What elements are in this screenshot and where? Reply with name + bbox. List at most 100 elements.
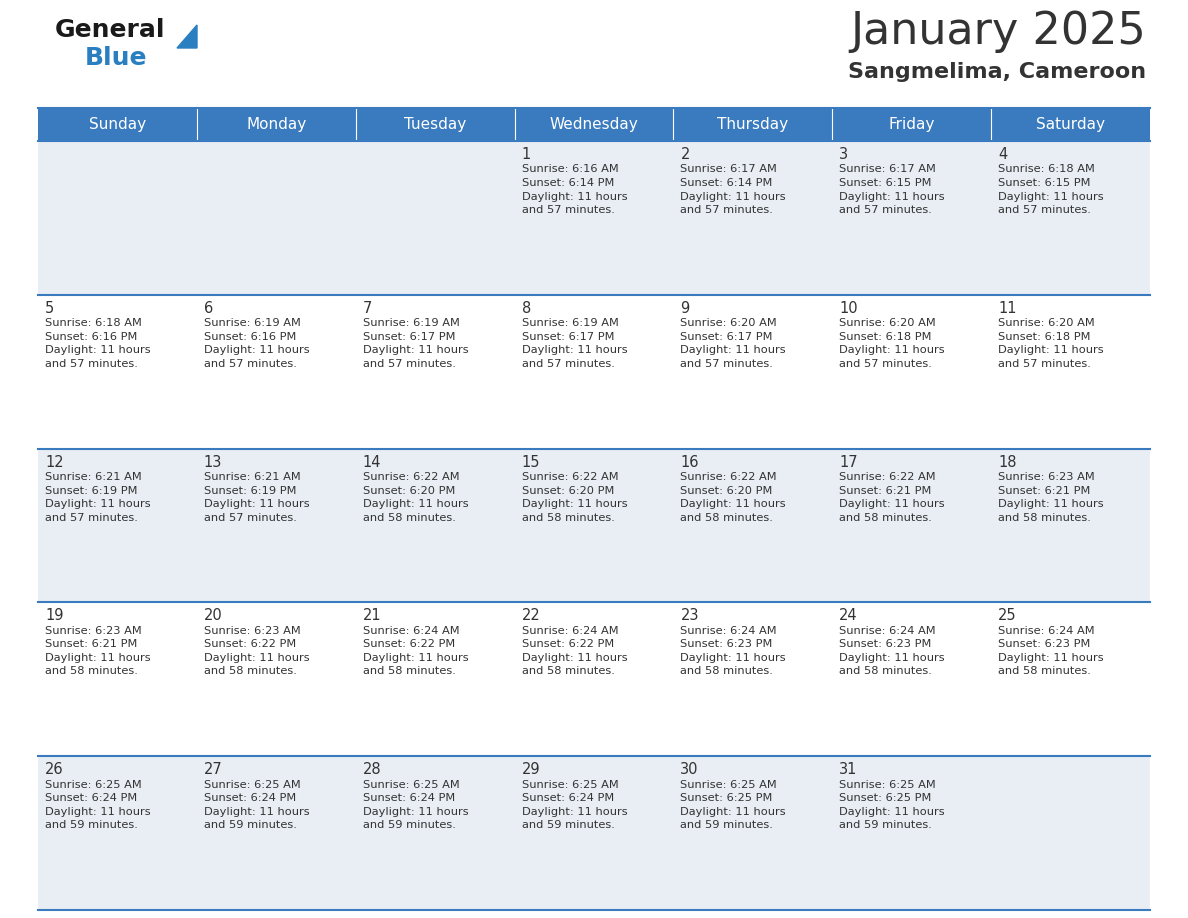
- Text: 27: 27: [204, 762, 222, 778]
- Text: Daylight: 11 hours: Daylight: 11 hours: [839, 807, 944, 817]
- Text: Sunset: 6:15 PM: Sunset: 6:15 PM: [839, 178, 931, 188]
- Text: Daylight: 11 hours: Daylight: 11 hours: [204, 345, 310, 355]
- Text: Sunrise: 6:23 AM: Sunrise: 6:23 AM: [45, 626, 141, 636]
- Text: 19: 19: [45, 609, 63, 623]
- Text: Sunset: 6:21 PM: Sunset: 6:21 PM: [45, 640, 138, 649]
- Text: 20: 20: [204, 609, 222, 623]
- Text: Sunrise: 6:23 AM: Sunrise: 6:23 AM: [998, 472, 1095, 482]
- Text: 31: 31: [839, 762, 858, 778]
- Text: and 57 minutes.: and 57 minutes.: [998, 205, 1091, 215]
- Text: and 58 minutes.: and 58 minutes.: [998, 512, 1091, 522]
- Text: Daylight: 11 hours: Daylight: 11 hours: [522, 499, 627, 509]
- Text: Sunrise: 6:25 AM: Sunrise: 6:25 AM: [204, 779, 301, 789]
- Text: Sunrise: 6:25 AM: Sunrise: 6:25 AM: [839, 779, 936, 789]
- Text: Sunset: 6:21 PM: Sunset: 6:21 PM: [998, 486, 1091, 496]
- Text: 18: 18: [998, 454, 1017, 470]
- Text: Sunset: 6:24 PM: Sunset: 6:24 PM: [522, 793, 614, 803]
- Text: and 57 minutes.: and 57 minutes.: [522, 359, 614, 369]
- Text: 29: 29: [522, 762, 541, 778]
- Text: 13: 13: [204, 454, 222, 470]
- Text: Daylight: 11 hours: Daylight: 11 hours: [362, 345, 468, 355]
- Text: Sunset: 6:19 PM: Sunset: 6:19 PM: [204, 486, 296, 496]
- Text: Sangmelima, Cameroon: Sangmelima, Cameroon: [848, 62, 1146, 82]
- Text: Sunrise: 6:20 AM: Sunrise: 6:20 AM: [681, 319, 777, 329]
- Text: and 58 minutes.: and 58 minutes.: [522, 666, 614, 677]
- Text: Sunrise: 6:25 AM: Sunrise: 6:25 AM: [362, 779, 460, 789]
- Text: Sunset: 6:22 PM: Sunset: 6:22 PM: [522, 640, 614, 649]
- Text: Sunset: 6:14 PM: Sunset: 6:14 PM: [522, 178, 614, 188]
- Text: 9: 9: [681, 301, 690, 316]
- Text: Sunset: 6:20 PM: Sunset: 6:20 PM: [522, 486, 614, 496]
- Text: Sunrise: 6:25 AM: Sunrise: 6:25 AM: [522, 779, 618, 789]
- Text: 10: 10: [839, 301, 858, 316]
- Text: and 59 minutes.: and 59 minutes.: [362, 820, 455, 830]
- Bar: [38, 602, 1150, 756]
- Text: and 57 minutes.: and 57 minutes.: [998, 359, 1091, 369]
- Text: Daylight: 11 hours: Daylight: 11 hours: [522, 345, 627, 355]
- Text: and 59 minutes.: and 59 minutes.: [45, 820, 138, 830]
- Text: Sunrise: 6:24 AM: Sunrise: 6:24 AM: [998, 626, 1095, 636]
- Text: 16: 16: [681, 454, 699, 470]
- Text: Sunrise: 6:22 AM: Sunrise: 6:22 AM: [522, 472, 618, 482]
- Text: Sunrise: 6:22 AM: Sunrise: 6:22 AM: [839, 472, 936, 482]
- Text: Sunset: 6:22 PM: Sunset: 6:22 PM: [204, 640, 296, 649]
- Text: and 57 minutes.: and 57 minutes.: [839, 359, 933, 369]
- Bar: [833, 108, 991, 141]
- Text: Daylight: 11 hours: Daylight: 11 hours: [681, 807, 786, 817]
- Bar: [38, 756, 1150, 910]
- Text: Sunrise: 6:24 AM: Sunrise: 6:24 AM: [522, 626, 618, 636]
- Text: and 58 minutes.: and 58 minutes.: [839, 666, 933, 677]
- Text: Daylight: 11 hours: Daylight: 11 hours: [45, 807, 151, 817]
- Text: General: General: [55, 18, 165, 42]
- Text: Monday: Monday: [246, 117, 307, 132]
- Text: and 58 minutes.: and 58 minutes.: [362, 666, 455, 677]
- Text: Sunset: 6:25 PM: Sunset: 6:25 PM: [681, 793, 773, 803]
- Text: 7: 7: [362, 301, 372, 316]
- Text: 22: 22: [522, 609, 541, 623]
- Text: Daylight: 11 hours: Daylight: 11 hours: [362, 807, 468, 817]
- Text: Sunset: 6:24 PM: Sunset: 6:24 PM: [362, 793, 455, 803]
- Text: Sunrise: 6:19 AM: Sunrise: 6:19 AM: [362, 319, 460, 329]
- Text: Sunset: 6:23 PM: Sunset: 6:23 PM: [681, 640, 773, 649]
- Text: 1: 1: [522, 147, 531, 162]
- Polygon shape: [177, 25, 197, 48]
- Text: Sunrise: 6:24 AM: Sunrise: 6:24 AM: [839, 626, 936, 636]
- Text: 5: 5: [45, 301, 55, 316]
- Text: 21: 21: [362, 609, 381, 623]
- Text: and 59 minutes.: and 59 minutes.: [681, 820, 773, 830]
- Text: 12: 12: [45, 454, 64, 470]
- Text: Friday: Friday: [889, 117, 935, 132]
- Text: Sunset: 6:18 PM: Sunset: 6:18 PM: [998, 331, 1091, 341]
- Text: Sunrise: 6:19 AM: Sunrise: 6:19 AM: [204, 319, 301, 329]
- Bar: [38, 141, 1150, 295]
- Text: Sunrise: 6:22 AM: Sunrise: 6:22 AM: [681, 472, 777, 482]
- Text: 23: 23: [681, 609, 699, 623]
- Text: Daylight: 11 hours: Daylight: 11 hours: [204, 653, 310, 663]
- Text: Daylight: 11 hours: Daylight: 11 hours: [45, 345, 151, 355]
- Text: Daylight: 11 hours: Daylight: 11 hours: [522, 807, 627, 817]
- Text: Sunset: 6:21 PM: Sunset: 6:21 PM: [839, 486, 931, 496]
- Text: Sunset: 6:16 PM: Sunset: 6:16 PM: [45, 331, 138, 341]
- Text: Daylight: 11 hours: Daylight: 11 hours: [839, 345, 944, 355]
- Text: and 58 minutes.: and 58 minutes.: [204, 666, 297, 677]
- Text: and 58 minutes.: and 58 minutes.: [681, 512, 773, 522]
- Text: and 57 minutes.: and 57 minutes.: [204, 512, 297, 522]
- Text: Sunday: Sunday: [89, 117, 146, 132]
- Bar: [38, 108, 197, 141]
- Text: Sunrise: 6:25 AM: Sunrise: 6:25 AM: [681, 779, 777, 789]
- Text: Thursday: Thursday: [718, 117, 789, 132]
- Text: Sunrise: 6:17 AM: Sunrise: 6:17 AM: [839, 164, 936, 174]
- Text: Daylight: 11 hours: Daylight: 11 hours: [998, 499, 1104, 509]
- Text: Sunset: 6:20 PM: Sunset: 6:20 PM: [362, 486, 455, 496]
- Bar: [197, 108, 355, 141]
- Text: Sunrise: 6:17 AM: Sunrise: 6:17 AM: [681, 164, 777, 174]
- Bar: [355, 108, 514, 141]
- Text: 6: 6: [204, 301, 213, 316]
- Text: 25: 25: [998, 609, 1017, 623]
- Text: Daylight: 11 hours: Daylight: 11 hours: [204, 807, 310, 817]
- Text: and 59 minutes.: and 59 minutes.: [522, 820, 614, 830]
- Text: Daylight: 11 hours: Daylight: 11 hours: [204, 499, 310, 509]
- Text: Sunset: 6:14 PM: Sunset: 6:14 PM: [681, 178, 773, 188]
- Text: Daylight: 11 hours: Daylight: 11 hours: [362, 499, 468, 509]
- Text: Daylight: 11 hours: Daylight: 11 hours: [998, 192, 1104, 201]
